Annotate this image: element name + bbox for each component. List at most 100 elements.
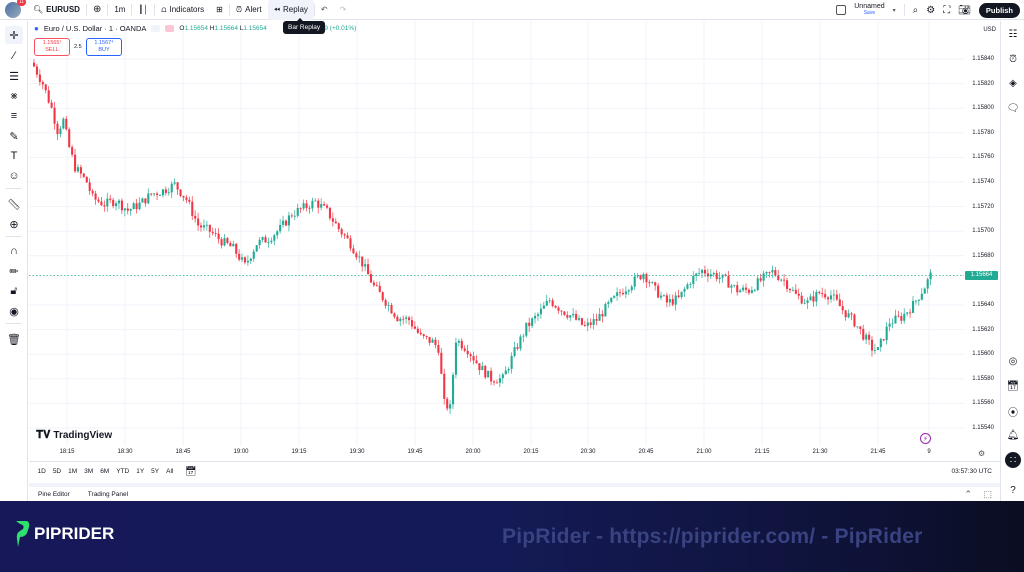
axis-settings-icon[interactable]: ⚙ — [978, 449, 986, 458]
price-tick: 1.15620 — [972, 326, 994, 333]
notification-badge: 11 — [16, 0, 26, 6]
currency-flag-icon: ● — [34, 24, 39, 33]
current-price-label: 1.15664 — [965, 270, 998, 280]
price-tick: 1.15720 — [972, 203, 994, 210]
compare-button[interactable]: ⊕ — [87, 0, 107, 20]
price-axis[interactable]: USD 1.15840 1.15820 1.15800 1.15780 1.15760 1… — [964, 21, 1000, 461]
range-button-5y[interactable]: 5Y — [151, 468, 160, 475]
range-button-1d[interactable]: 1D — [37, 468, 46, 475]
tab-pine-editor[interactable]: Pine Editor — [38, 490, 70, 498]
piprider-logo-text: PIPRIDER — [34, 524, 115, 543]
symbol-search-button[interactable]: 🔍︎ EURUSD — [27, 0, 86, 20]
layout-save-label: Save — [863, 10, 876, 16]
piprider-logo: PIPRIDER — [14, 519, 114, 549]
help-icon[interactable]: ? — [1010, 484, 1016, 496]
symbol-title[interactable]: Euro / U.S. Dollar · 1 · OANDA — [43, 24, 147, 33]
layouts-button[interactable]: ⊞ — [210, 0, 229, 20]
multi-layout-checkbox[interactable] — [836, 5, 847, 15]
layers-icon[interactable]: ◈ — [1009, 77, 1017, 89]
settings-icon[interactable]: ⚙ — [926, 4, 936, 16]
apps-grid-icon[interactable]: ∷ — [1005, 452, 1021, 468]
currency-selector[interactable]: USD — [983, 27, 996, 33]
quick-search-icon[interactable]: ⌕ — [912, 4, 919, 16]
replay-label: Replay — [282, 5, 308, 14]
time-tick: 19:30 — [349, 449, 365, 455]
target-icon[interactable]: ◎ — [1008, 355, 1018, 367]
sell-button[interactable]: 1.1565¹ SELL — [34, 38, 70, 56]
indicators-button[interactable]: ⩍ Indicators — [155, 0, 210, 20]
chevron-down-icon[interactable]: ▾ — [892, 7, 896, 14]
brush-icon[interactable]: ✎ — [9, 130, 19, 143]
range-button-1m[interactable]: 1M — [68, 468, 78, 475]
right-sidebar: ☷ ⏰︎ ◈ 🗨︎ ◎ 📅︎ ⦿ 🔔︎ ∷ ? — [1000, 21, 1024, 501]
ohlc-values: O1.15654 H1.15664 L1.15654 +0.00009 (+0.… — [179, 25, 357, 32]
search-icon: 🔍︎ — [33, 5, 44, 14]
time-tick: 19:45 — [407, 449, 423, 455]
avatar[interactable]: 11 — [5, 0, 26, 18]
sell-price: 1.1565¹ — [42, 40, 62, 46]
fib-retracement-icon[interactable]: ☰ — [9, 70, 19, 83]
zoom-in-icon[interactable]: ⊕ — [9, 218, 19, 231]
time-tick: 18:45 — [175, 449, 191, 455]
replay-button[interactable]: ⏪︎ Replay — [267, 0, 314, 20]
range-button-3m[interactable]: 3M — [84, 468, 94, 475]
price-tick: 1.15600 — [972, 351, 994, 358]
emoji-icon[interactable]: ☺ — [8, 170, 20, 182]
chart-type-button[interactable]: ┃│ — [132, 0, 154, 20]
time-tick: 21:30 — [812, 449, 828, 455]
undo-icon: ↶ — [320, 5, 328, 14]
redo-button[interactable]: ↷ — [334, 0, 353, 20]
lightning-icon[interactable]: ⚡︎ — [920, 433, 931, 444]
layout-name-button[interactable]: Unnamed Save — [854, 3, 884, 17]
trash-icon[interactable]: 🗑︎ — [7, 333, 21, 346]
bar-replay-tooltip: Bar Replay — [283, 18, 326, 34]
long-position-icon[interactable]: ≡ — [10, 110, 18, 122]
time-axis[interactable]: 18:15 18:30 18:45 19:00 19:15 19:30 19:45 20:00… — [29, 446, 964, 460]
fullscreen-icon[interactable]: ⛶ — [943, 4, 951, 16]
time-tick: 18:15 — [59, 449, 75, 455]
tab-trading-panel[interactable]: Trading Panel — [87, 490, 129, 498]
collapse-legend-button[interactable] — [151, 25, 161, 32]
time-tick: 9 — [927, 449, 931, 455]
collapse-panel-icon[interactable]: ⌃ — [964, 488, 972, 499]
stay-in-drawing-icon[interactable]: ✏ — [9, 265, 19, 278]
visibility-toggle[interactable] — [165, 25, 175, 32]
go-to-date-icon[interactable]: 📅︎ — [184, 466, 197, 476]
calendar-icon[interactable]: 📅︎ — [1006, 380, 1020, 392]
tv-logo-icon: 𝐓𝐕 — [36, 429, 51, 441]
time-tick: 20:45 — [638, 449, 654, 455]
tradingview-logo[interactable]: 𝐓𝐕 TradingView — [36, 429, 112, 442]
candles-icon: ┃│ — [138, 5, 149, 14]
trend-line-icon[interactable]: ∕ — [13, 50, 15, 62]
alert-button[interactable]: ⏰︎ Alert — [230, 0, 268, 20]
crosshair-icon[interactable]: ✛ — [5, 26, 23, 44]
ruler-icon[interactable]: 📏︎ — [7, 198, 21, 211]
alarm-clock-icon[interactable]: ⏰︎ — [1009, 53, 1017, 65]
publish-button[interactable]: Publish — [978, 2, 1020, 18]
watchlist-icon[interactable]: ☷ — [1008, 28, 1018, 40]
buy-button[interactable]: 1.1567⁴ BUY — [86, 38, 122, 56]
range-button-5d[interactable]: 5D — [52, 468, 62, 475]
range-button-all[interactable]: All — [166, 468, 174, 475]
plus-circle-icon: ⊕ — [92, 4, 102, 15]
magnet-icon[interactable]: ∩ — [10, 245, 18, 257]
drawing-toolbar: ✛ ∕ ☰ ⨳ ≡ ✎ T ☺ 📏︎ ⊕ ∩ ✏ 🔓︎ ◉ 🗑︎ — [0, 21, 28, 501]
interval-button[interactable]: 1m — [108, 0, 131, 20]
range-button-6m[interactable]: 6M — [100, 468, 110, 475]
range-button-1y[interactable]: 1Y — [136, 468, 145, 475]
timezone-clock[interactable]: 03:57:30 UTC — [951, 468, 992, 475]
text-icon[interactable]: T — [10, 150, 18, 162]
tv-logo-text: TradingView — [53, 430, 113, 441]
news-feed-icon[interactable]: ⦿ — [1008, 407, 1018, 419]
maximize-panel-icon[interactable]: ⬚ — [983, 488, 992, 499]
range-button-ytd[interactable]: YTD — [116, 468, 130, 475]
bell-icon[interactable]: 🔔︎ — [1006, 429, 1020, 441]
chat-icon[interactable]: 🗨︎ — [1006, 102, 1020, 114]
undo-button[interactable]: ↶ — [315, 0, 334, 20]
camera-icon[interactable]: 📷︎ — [958, 4, 971, 16]
candlestick-chart[interactable] — [29, 21, 964, 461]
time-tick: 18:30 — [117, 449, 133, 455]
lock-icon[interactable]: 🔓︎ — [10, 284, 18, 297]
pattern-icon[interactable]: ⨳ — [10, 89, 18, 102]
eye-icon[interactable]: ◉ — [9, 305, 19, 318]
